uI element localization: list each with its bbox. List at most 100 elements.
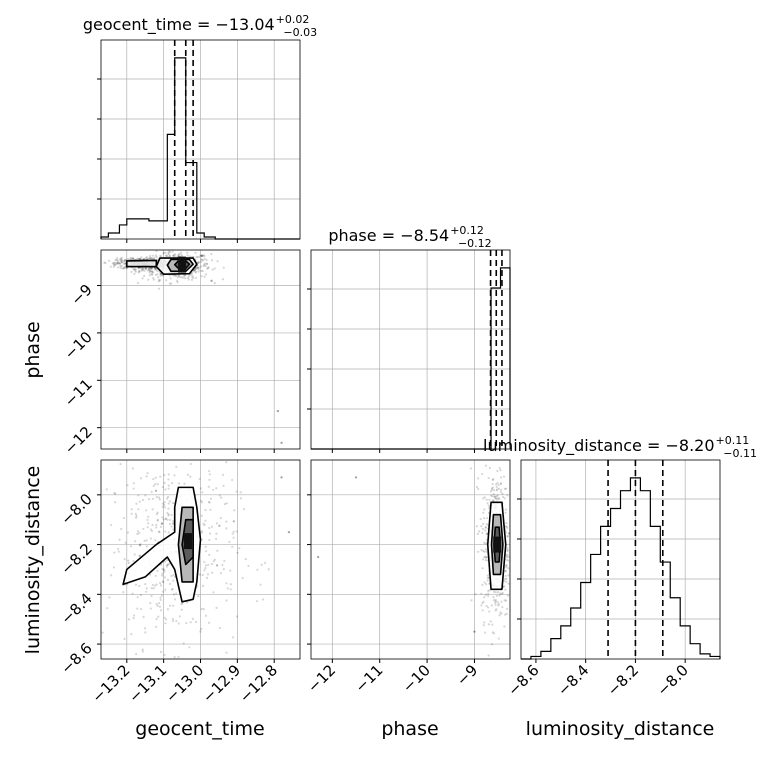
scatter-point — [157, 615, 160, 618]
scatter-point — [155, 603, 158, 606]
scatter-point — [201, 254, 204, 257]
scatter-point — [177, 253, 180, 256]
scatter-point — [138, 269, 141, 273]
plot-layer: −8.6 −8.4 −8.2 −8.0 −12 −11 −10 −9 −13.2−13.1−13… — [57, 39, 721, 706]
scatter-point — [151, 271, 154, 274]
scatter-point — [137, 494, 140, 497]
scatter-point — [150, 267, 153, 271]
scatter-point — [480, 592, 483, 595]
scatter-point — [202, 522, 205, 525]
scatter-point — [166, 578, 170, 581]
scatter-point — [114, 262, 117, 265]
scatter-point — [490, 487, 494, 490]
scatter-point — [484, 593, 487, 596]
scatter-point — [172, 522, 175, 526]
scatter-point — [489, 494, 493, 497]
scatter-point — [164, 251, 167, 254]
scatter-point — [221, 278, 225, 281]
scatter-point — [200, 499, 203, 503]
scatter-point — [507, 574, 510, 577]
scatter-point — [491, 499, 494, 502]
scatter-point — [498, 466, 501, 470]
scatter-point — [494, 591, 497, 594]
scatter-point — [503, 579, 506, 583]
panel-frame-phase-luminosity-distance — [310, 459, 511, 660]
scatter-point — [189, 475, 192, 478]
scatter-point — [148, 256, 151, 259]
scatter-point — [194, 270, 198, 273]
scatter-point — [232, 536, 235, 539]
xlabel-luminosity-distance: luminosity_distance — [526, 718, 715, 740]
scatter-point — [203, 263, 206, 266]
scatter-point — [499, 592, 502, 595]
scatter-point — [165, 254, 169, 257]
ylabel-luminosity-distance: luminosity_distance — [22, 466, 44, 655]
scatter-point — [506, 526, 509, 529]
scatter-point — [491, 482, 494, 486]
scatter-point — [142, 615, 145, 619]
scatter-point — [113, 491, 116, 495]
scatter-point — [151, 508, 154, 511]
scatter-point — [132, 559, 135, 563]
scatter-point — [139, 543, 142, 546]
scatter-point — [207, 485, 210, 488]
scatter-point — [507, 555, 510, 558]
scatter-point — [147, 268, 151, 271]
scatter-point — [225, 461, 228, 464]
scatter-point — [483, 621, 486, 624]
scatter-point — [164, 488, 167, 491]
scatter-point — [154, 254, 158, 257]
scatter-point — [500, 476, 503, 479]
scatter-point — [506, 594, 510, 597]
scatter-point — [170, 513, 173, 517]
scatter-point — [183, 482, 186, 485]
scatter-point — [173, 656, 176, 659]
scatter-point — [235, 490, 238, 493]
scatter-point — [492, 596, 495, 599]
scatter-point — [141, 498, 145, 502]
scatter-point — [161, 580, 165, 583]
scatter-point — [175, 279, 179, 282]
scatter-point — [184, 277, 187, 280]
scatter-point — [209, 508, 212, 511]
scatter-point — [504, 569, 507, 572]
scatter-point — [505, 555, 508, 558]
scatter-point — [167, 507, 170, 510]
scatter-point — [231, 532, 234, 535]
scatter-point — [187, 276, 190, 279]
scatter-point — [149, 528, 152, 531]
scatter-point — [494, 497, 497, 500]
scatter-point — [221, 473, 225, 476]
scatter-point — [213, 282, 216, 285]
scatter-point — [153, 256, 156, 260]
scatter-point — [161, 567, 164, 570]
scatter-point — [481, 601, 484, 605]
scatter-point — [164, 530, 167, 533]
scatter-point — [500, 612, 503, 615]
scatter-point — [503, 585, 506, 588]
scatter-point — [132, 267, 135, 271]
scatter-point — [497, 637, 500, 640]
scatter-point — [487, 623, 491, 626]
scatter-point — [128, 258, 131, 261]
scatter-point — [189, 621, 192, 624]
scatter-point — [485, 498, 488, 501]
scatter-point — [232, 520, 235, 523]
scatter-point — [142, 267, 145, 270]
scatter-point — [497, 603, 500, 606]
scatter-point — [158, 605, 162, 608]
scatter-point — [154, 539, 157, 542]
scatter-point — [480, 549, 483, 552]
scatter-point — [169, 250, 172, 254]
scatter-point — [487, 504, 490, 507]
scatter-point — [483, 555, 486, 559]
scatter-point — [159, 272, 162, 276]
scatter-point — [134, 512, 137, 516]
scatter-point — [499, 469, 502, 472]
scatter-point — [149, 254, 152, 257]
scatter-point — [123, 263, 126, 266]
scatter-point — [116, 261, 119, 264]
scatter-point — [239, 497, 242, 500]
tick-label-geocent-time: −12.9 — [199, 661, 244, 706]
scatter-point — [159, 274, 162, 277]
